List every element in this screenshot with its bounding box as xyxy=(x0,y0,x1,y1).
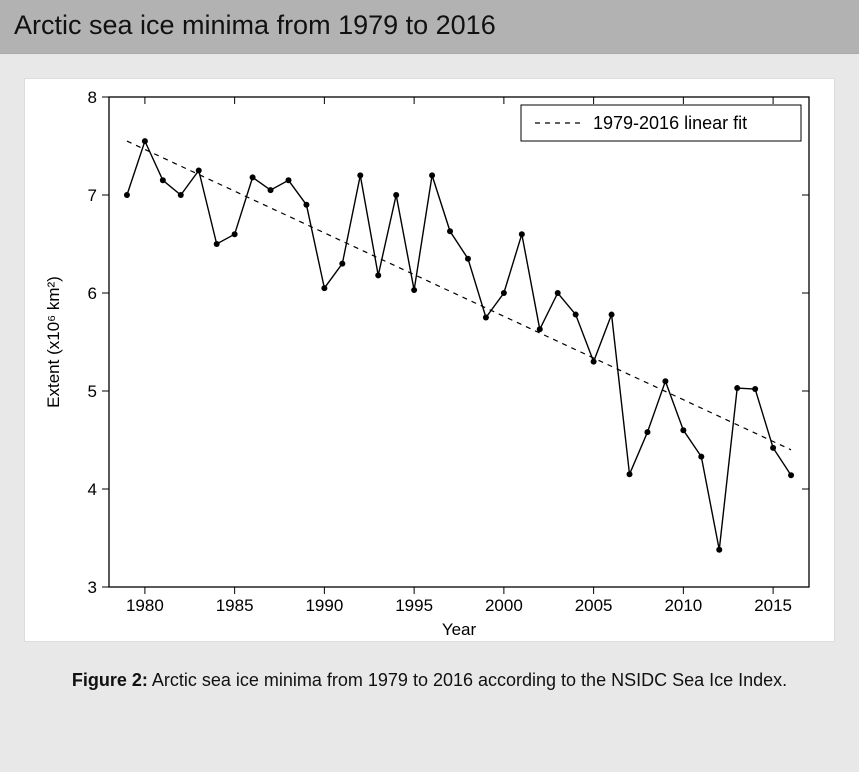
svg-text:5: 5 xyxy=(88,382,97,401)
svg-text:4: 4 xyxy=(88,480,97,499)
svg-text:3: 3 xyxy=(88,578,97,597)
svg-text:8: 8 xyxy=(88,88,97,107)
figure-caption: Figure 2: Arctic sea ice minima from 197… xyxy=(0,642,859,691)
svg-text:Extent (x10⁶ km²): Extent (x10⁶ km²) xyxy=(44,276,63,408)
svg-text:1979-2016 linear fit: 1979-2016 linear fit xyxy=(593,113,747,133)
svg-text:2005: 2005 xyxy=(575,596,613,615)
svg-text:7: 7 xyxy=(88,186,97,205)
caption-label: Figure 2: xyxy=(72,670,148,690)
line-chart: 1980 1985 1990 1995 2000 2005 2010 2015 3 4 5 6 7 8 Ye… xyxy=(25,79,834,641)
caption-text: Arctic sea ice minima from 1979 to 2016 … xyxy=(148,670,787,690)
svg-text:Year: Year xyxy=(442,620,477,639)
chart-panel: 1980 1985 1990 1995 2000 2005 2010 2015 3 4 5 6 7 8 Ye… xyxy=(24,78,835,642)
svg-text:2000: 2000 xyxy=(485,596,523,615)
svg-text:1990: 1990 xyxy=(305,596,343,615)
page-root: Arctic sea ice minima from 1979 to 2016 … xyxy=(0,0,859,772)
page-title: Arctic sea ice minima from 1979 to 2016 xyxy=(0,0,859,54)
svg-text:6: 6 xyxy=(88,284,97,303)
svg-text:1985: 1985 xyxy=(216,596,254,615)
svg-text:1995: 1995 xyxy=(395,596,433,615)
svg-text:1980: 1980 xyxy=(126,596,164,615)
svg-text:2010: 2010 xyxy=(664,596,702,615)
svg-text:2015: 2015 xyxy=(754,596,792,615)
